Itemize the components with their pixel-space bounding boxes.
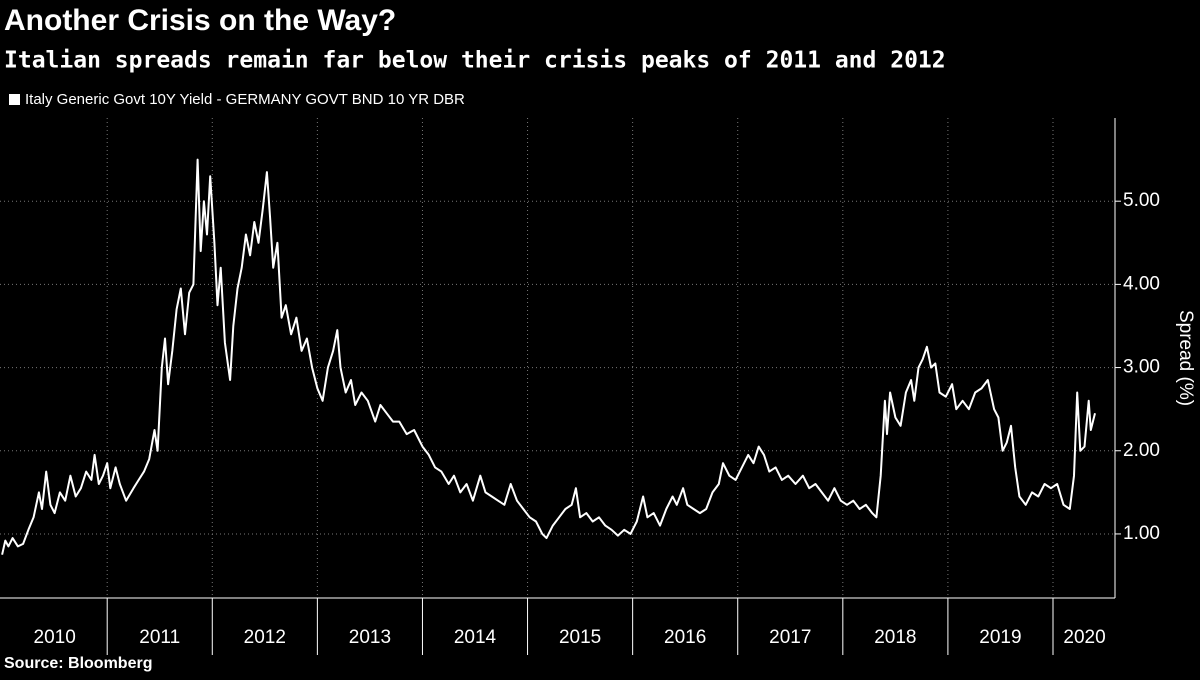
y-tick-label: 5.00 xyxy=(1123,190,1160,211)
line xyxy=(1,158,1096,555)
x-tick-label: 2011 xyxy=(139,627,180,648)
legend-swatch xyxy=(9,94,20,105)
x-tick-label: 2014 xyxy=(454,627,497,648)
source: Source: Bloomberg xyxy=(4,655,152,672)
x-tick-label: 2016 xyxy=(664,627,706,648)
x-tick-label: 2012 xyxy=(244,627,286,648)
chart-subtitle: Italian spreads remain far below their c… xyxy=(4,48,946,74)
y-tick-label: 1.00 xyxy=(1123,523,1160,544)
x-tick-label: 2010 xyxy=(34,627,76,648)
x-tick-label: 2015 xyxy=(559,627,601,648)
y-tick-label: 4.00 xyxy=(1123,273,1160,294)
x-tick-label: 2019 xyxy=(979,627,1021,648)
y-axis-label: Spread (%) xyxy=(1175,310,1196,406)
x-tick-label: 2020 xyxy=(1063,627,1105,648)
x-tick-label: 2018 xyxy=(874,627,916,648)
y-tick-label: 3.00 xyxy=(1123,357,1160,378)
x-tick-label: 2013 xyxy=(349,627,391,648)
chart-title: Another Crisis on the Way? xyxy=(4,4,396,37)
x-tick-label: 2017 xyxy=(769,627,811,648)
y-tick-label: 2.00 xyxy=(1123,440,1160,461)
legend-label: Italy Generic Govt 10Y Yield - GERMANY G… xyxy=(25,91,465,108)
